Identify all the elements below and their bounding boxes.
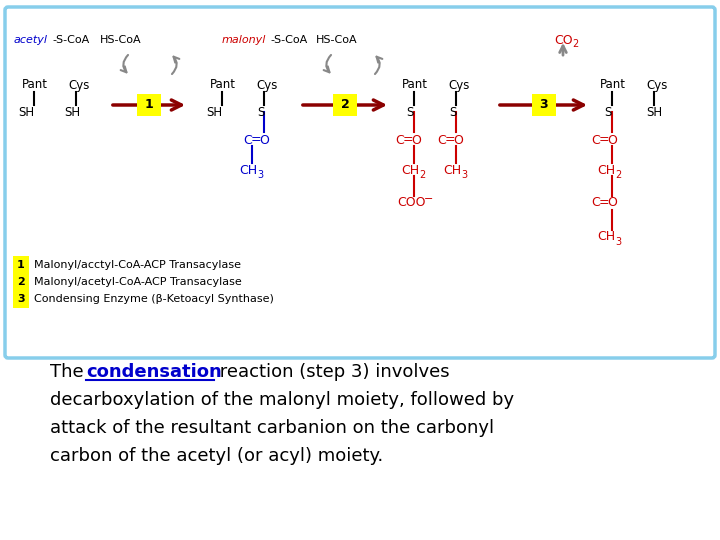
FancyBboxPatch shape [531, 94, 556, 116]
FancyArrowPatch shape [121, 55, 128, 72]
Text: −: − [424, 194, 433, 204]
FancyArrowPatch shape [113, 100, 181, 110]
FancyArrowPatch shape [375, 57, 382, 74]
Text: COO: COO [397, 197, 426, 210]
Text: The: The [50, 363, 89, 381]
Text: 2: 2 [17, 277, 25, 287]
Text: -S-CoA: -S-CoA [52, 35, 89, 45]
FancyArrowPatch shape [559, 46, 567, 55]
Text: 2: 2 [615, 170, 621, 180]
Text: HS-CoA: HS-CoA [316, 35, 358, 45]
Text: 3: 3 [539, 98, 548, 111]
Text: -S-CoA: -S-CoA [270, 35, 307, 45]
Text: 3: 3 [615, 237, 621, 247]
Text: O: O [607, 197, 617, 210]
Text: =: = [403, 133, 413, 146]
Text: O: O [453, 133, 463, 146]
Text: Cys: Cys [256, 78, 277, 91]
Text: attack of the resultant carbanion on the carbonyl: attack of the resultant carbanion on the… [50, 419, 494, 437]
Text: Cys: Cys [646, 78, 667, 91]
Text: C: C [591, 133, 600, 146]
Text: C: C [395, 133, 404, 146]
Text: 3: 3 [461, 170, 467, 180]
Text: =: = [445, 133, 456, 146]
Text: CH: CH [443, 164, 461, 177]
FancyBboxPatch shape [5, 7, 715, 358]
Text: Pant: Pant [600, 78, 626, 91]
FancyBboxPatch shape [333, 94, 357, 116]
Text: reaction (step 3) involves: reaction (step 3) involves [214, 363, 449, 381]
Text: 1: 1 [17, 260, 25, 270]
Text: SH: SH [646, 105, 662, 118]
Text: 1: 1 [145, 98, 153, 111]
Text: =: = [251, 133, 261, 146]
Text: CO: CO [554, 33, 572, 46]
Text: SH: SH [64, 105, 80, 118]
Text: Malonyl/acetyl-CoA-ACP Transacylase: Malonyl/acetyl-CoA-ACP Transacylase [34, 277, 242, 287]
Text: Cys: Cys [68, 78, 89, 91]
FancyBboxPatch shape [13, 256, 29, 274]
Text: condensation: condensation [86, 363, 222, 381]
Text: S: S [257, 105, 264, 118]
Text: 3: 3 [257, 170, 263, 180]
FancyArrowPatch shape [172, 57, 179, 74]
FancyBboxPatch shape [137, 94, 161, 116]
Text: S: S [406, 105, 413, 118]
Text: Pant: Pant [22, 78, 48, 91]
Text: SH: SH [206, 105, 222, 118]
Text: CH: CH [401, 164, 419, 177]
Text: Condensing Enzyme (β-Ketoacyl Synthase): Condensing Enzyme (β-Ketoacyl Synthase) [34, 294, 274, 304]
Text: CH: CH [597, 231, 615, 244]
FancyBboxPatch shape [13, 290, 29, 308]
Text: S: S [449, 105, 456, 118]
FancyArrowPatch shape [324, 55, 331, 72]
Text: malonyl: malonyl [222, 35, 266, 45]
Text: decarboxylation of the malonyl moiety, followed by: decarboxylation of the malonyl moiety, f… [50, 391, 514, 409]
Text: Malonyl/acctyl-CoA-ACP Transacylase: Malonyl/acctyl-CoA-ACP Transacylase [34, 260, 241, 270]
Text: CH: CH [239, 164, 257, 177]
Text: acetyl: acetyl [14, 35, 48, 45]
Text: =: = [599, 197, 610, 210]
Text: 2: 2 [341, 98, 349, 111]
FancyBboxPatch shape [13, 273, 29, 291]
Text: SH: SH [18, 105, 34, 118]
Text: Cys: Cys [448, 78, 469, 91]
Text: =: = [599, 133, 610, 146]
Text: O: O [411, 133, 421, 146]
Text: 3: 3 [17, 294, 24, 304]
Text: C: C [437, 133, 446, 146]
FancyArrowPatch shape [500, 100, 583, 110]
Text: O: O [259, 133, 269, 146]
Text: S: S [604, 105, 611, 118]
Text: CH: CH [597, 164, 615, 177]
Text: 2: 2 [419, 170, 426, 180]
Text: O: O [607, 133, 617, 146]
Text: C: C [243, 133, 252, 146]
Text: Pant: Pant [402, 78, 428, 91]
Text: carbon of the acetyl (or acyl) moiety.: carbon of the acetyl (or acyl) moiety. [50, 447, 383, 465]
Text: 2: 2 [572, 39, 578, 49]
Text: Pant: Pant [210, 78, 236, 91]
Text: HS-CoA: HS-CoA [100, 35, 142, 45]
Text: C: C [591, 197, 600, 210]
FancyArrowPatch shape [303, 100, 383, 110]
